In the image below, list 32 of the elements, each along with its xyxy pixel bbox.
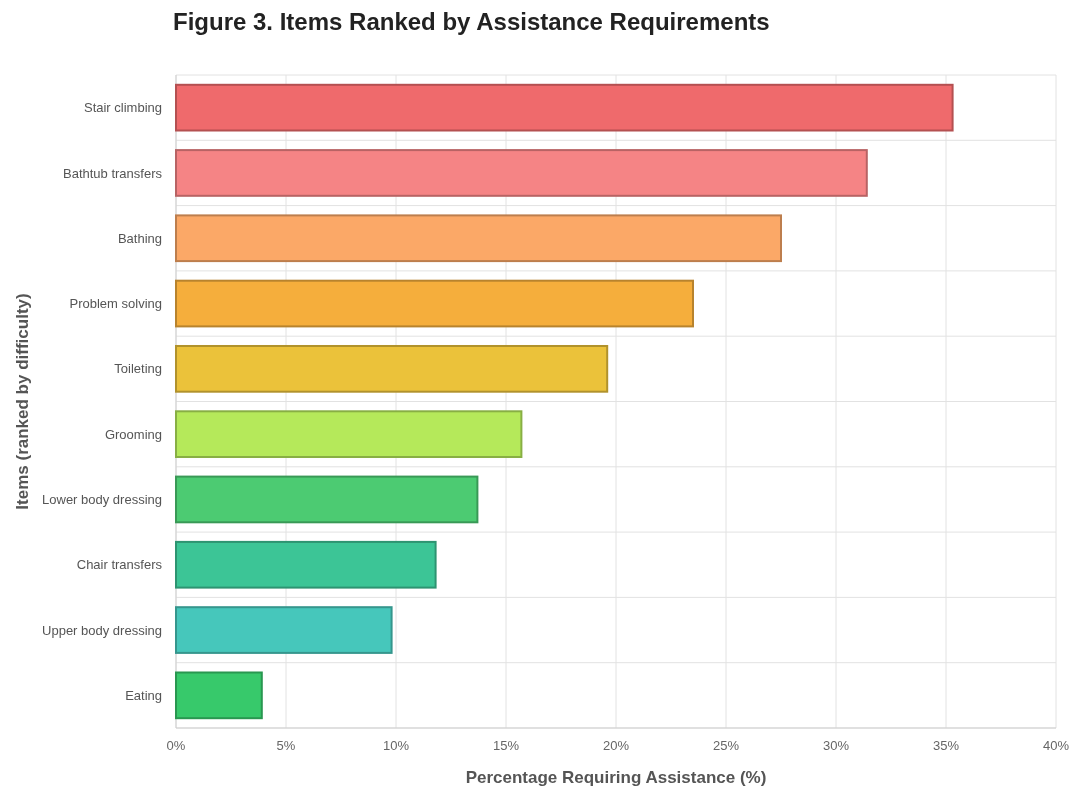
y-tick-label: Upper body dressing bbox=[42, 622, 162, 638]
bar bbox=[175, 410, 523, 459]
y-tick-label: Stair climbing bbox=[83, 100, 162, 116]
y-tick-label: Toileting bbox=[114, 361, 162, 377]
bar bbox=[175, 279, 694, 328]
x-axis-title: Percentage Requiring Assistance (%) bbox=[465, 768, 767, 787]
x-tick-label: 0% bbox=[166, 738, 186, 753]
bar bbox=[175, 214, 782, 263]
bar bbox=[175, 606, 393, 654]
bar bbox=[175, 475, 479, 524]
x-tick-label: 10% bbox=[382, 738, 410, 753]
bar bbox=[175, 540, 437, 589]
x-tick-label: 15% bbox=[492, 738, 520, 753]
x-tick-label: 20% bbox=[602, 738, 630, 753]
x-tick-label: 35% bbox=[932, 738, 960, 753]
bar bbox=[175, 671, 263, 720]
bar bbox=[175, 83, 954, 132]
y-tick-label: Bathtub transfers bbox=[63, 165, 163, 181]
y-tick-label: Eating bbox=[125, 687, 162, 703]
y-tick-label: Problem solving bbox=[69, 296, 162, 312]
chart-title: Figure 3. Items Ranked by Assistance Requirements bbox=[173, 8, 770, 35]
y-tick-label: Chair transfers bbox=[76, 557, 163, 573]
y-tick-label: Grooming bbox=[104, 426, 162, 442]
y-tick-label: Lower body dressing bbox=[42, 492, 162, 507]
x-tick-label: 40% bbox=[1042, 738, 1070, 753]
x-tick-label: 5% bbox=[276, 738, 296, 753]
bar bbox=[175, 345, 609, 393]
y-axis-title: Items (ranked by difficulty) bbox=[13, 293, 32, 510]
bar bbox=[175, 149, 868, 197]
y-tick-label: Bathing bbox=[117, 230, 162, 246]
x-tick-label: 30% bbox=[822, 738, 850, 753]
x-tick-label: 25% bbox=[712, 738, 740, 753]
